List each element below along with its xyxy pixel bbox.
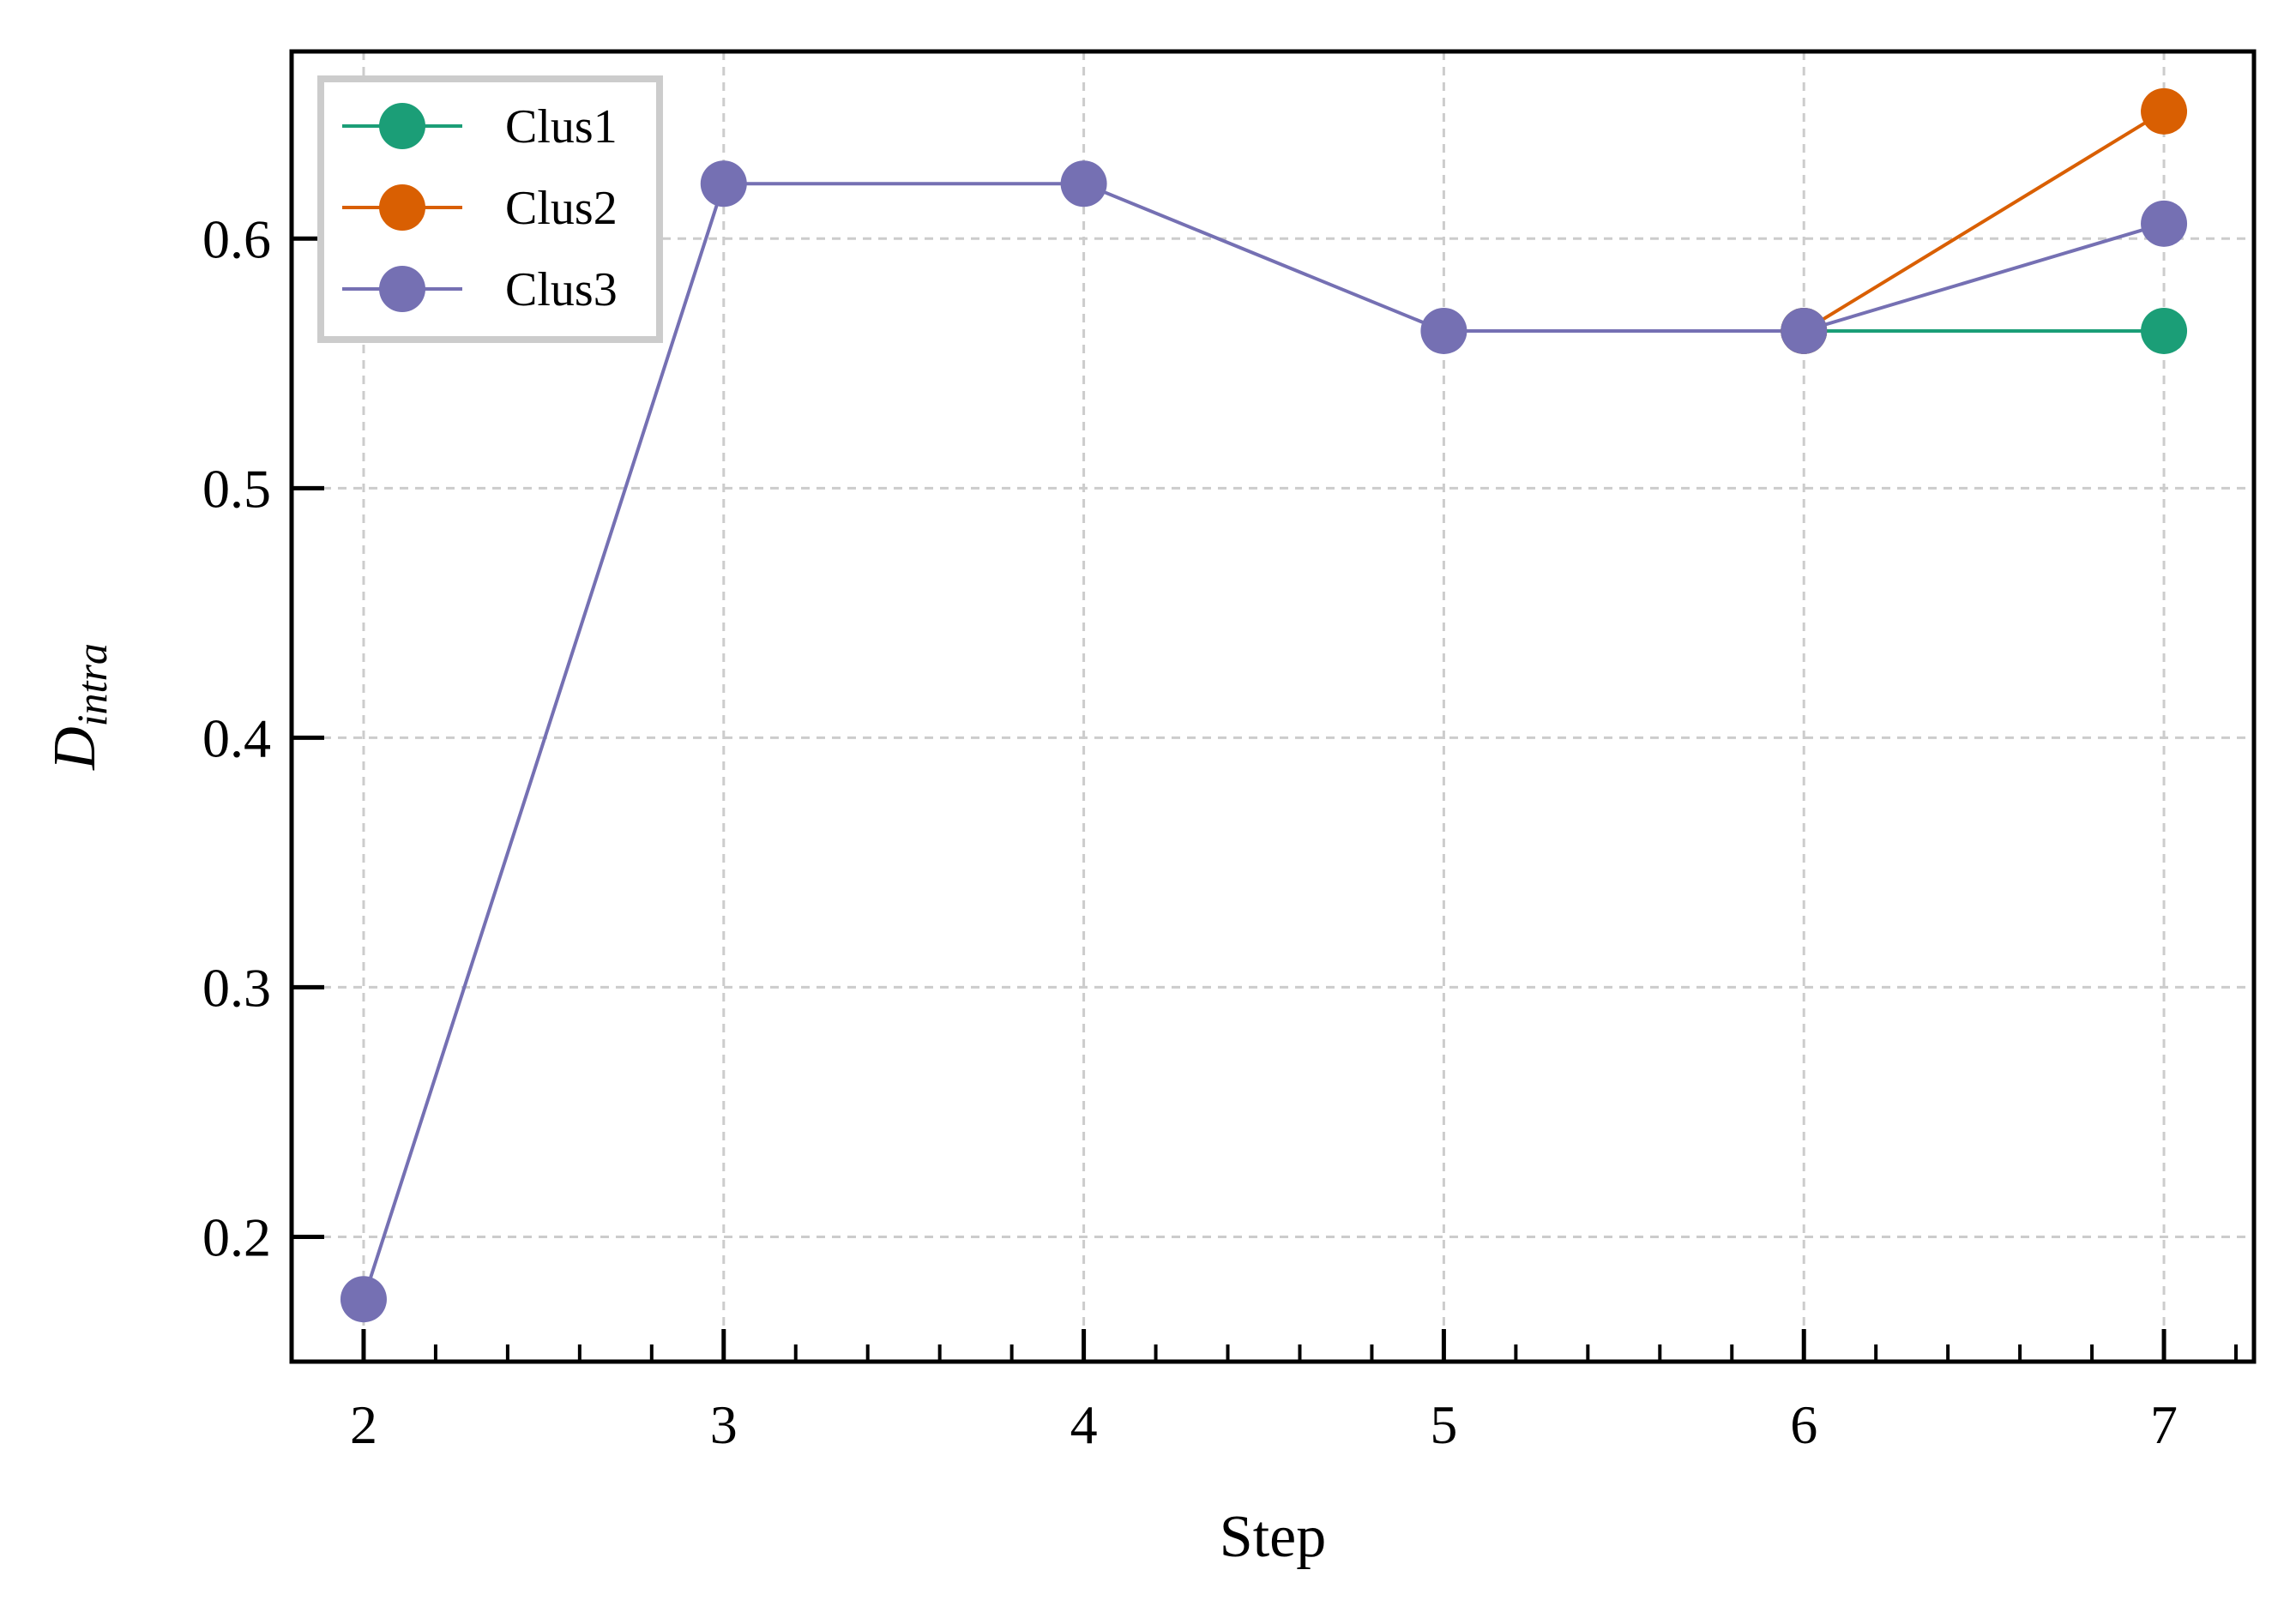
y-axis-title: Dintra: [42, 643, 116, 771]
data-point-clus3: [700, 160, 747, 208]
x-tick-label: 7: [2150, 1394, 2178, 1455]
data-point-clus1: [2141, 307, 2188, 354]
y-axis-title-subscript: intra: [68, 643, 116, 726]
y-tick-label: 0.4: [202, 707, 271, 768]
tick-labels-layer: 2 3 4 5 6 7 0.2 0.3 0.4 0.5 0.6: [202, 208, 2178, 1455]
ticks-layer: [290, 236, 2239, 1362]
legend-label-clus1: Clus1: [505, 100, 618, 153]
y-tick-label: 0.2: [202, 1206, 271, 1267]
y-tick-label: 0.3: [202, 957, 271, 1018]
legend-marker-clus3: [379, 266, 425, 312]
x-tick-label: 2: [350, 1394, 377, 1455]
x-tick-label: 5: [1430, 1394, 1457, 1455]
plot-frame: [289, 49, 2257, 1364]
legend-marker-clus2: [379, 184, 425, 231]
data-point-clus2: [2141, 87, 2188, 135]
legend-label-clus3: Clus3: [505, 263, 618, 316]
data-point-clus3: [1060, 160, 1107, 208]
series-line-clus2: [1803, 110, 2166, 333]
data-point-clus3: [1420, 307, 1467, 354]
y-tick-label: 0.6: [202, 208, 271, 269]
legend-label-clus2: Clus2: [505, 182, 618, 235]
series-line-clus3: [362, 182, 2165, 1300]
data-point-clus3: [2141, 200, 2188, 247]
x-tick-label: 3: [710, 1394, 738, 1455]
x-tick-label: 6: [1790, 1394, 1817, 1455]
y-tick-label: 0.5: [202, 458, 271, 519]
y-axis-title-main: D: [42, 726, 108, 771]
x-axis-title: Step: [1220, 1504, 1326, 1570]
data-point-clus3: [340, 1276, 387, 1323]
grid-layer: [292, 51, 2254, 1362]
legend-marker-clus1: [379, 103, 425, 149]
legend: Clus1 Clus2 Clus3: [317, 75, 663, 343]
data-point-clus3: [1781, 307, 1828, 354]
x-tick-label: 4: [1070, 1394, 1098, 1455]
series-layer: [340, 87, 2188, 1323]
